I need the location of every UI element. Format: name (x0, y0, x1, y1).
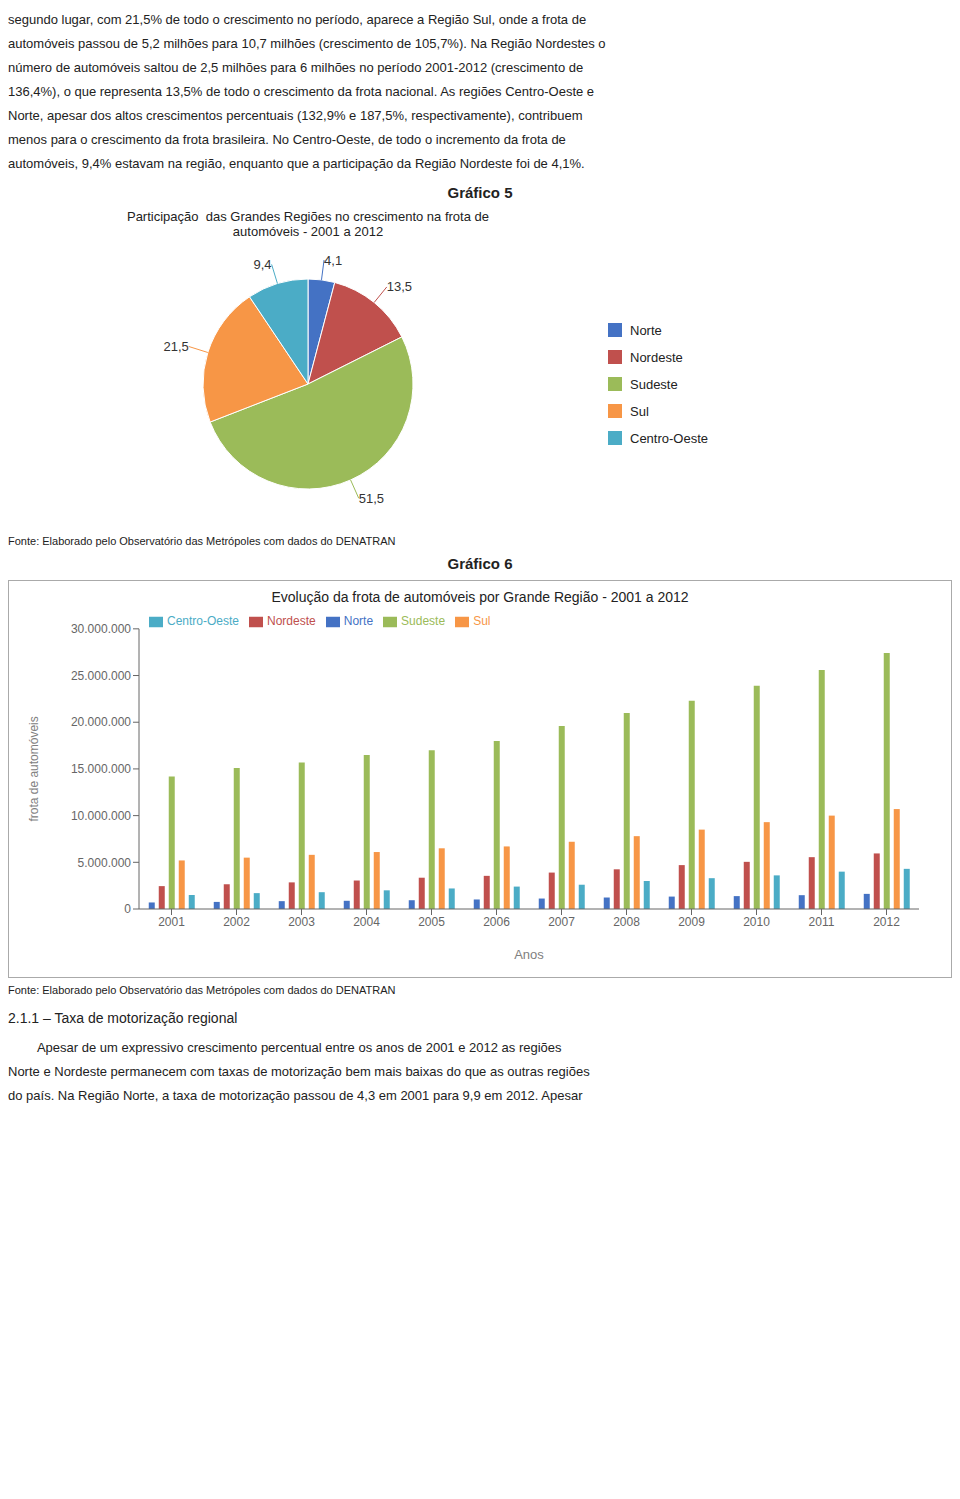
html-text:Gráfico 5: Gráfico 5 (447, 184, 513, 202)
svg-text:frota de automóveis: frota de automóveis (27, 717, 41, 822)
html-text:Participação das Grandes Regiõ: Participação das Grandes Regiões no cres… (127, 209, 489, 240)
svg-text:0: 0 (124, 903, 131, 917)
svg-text:2011: 2011 (809, 915, 835, 929)
html-text:Nordeste: Nordeste (630, 349, 683, 365)
html-text:Sudeste: Sudeste (630, 376, 678, 392)
svg-text:51,5: 51,5 (359, 491, 384, 506)
svg-text:2006: 2006 (483, 915, 510, 929)
svg-text:2010: 2010 (743, 915, 770, 929)
svg-text:25.000.000: 25.000.000 (71, 669, 131, 683)
html-text:Centro-Oeste: Centro-Oeste (167, 614, 239, 629)
svg-text:5.000.000: 5.000.000 (78, 856, 132, 870)
svg-text:20.000.000: 20.000.000 (71, 716, 131, 730)
svg-text:2009: 2009 (678, 915, 705, 929)
html-text:Nordeste: Nordeste (267, 614, 316, 629)
html-text:Sul: Sul (473, 614, 491, 629)
svg-text:2007: 2007 (548, 915, 575, 929)
svg-text:21,5: 21,5 (163, 339, 188, 354)
html-text:Sudeste: Sudeste (401, 614, 446, 629)
svg-text:2003: 2003 (288, 915, 315, 929)
svg-text:4,1: 4,1 (324, 253, 342, 268)
html-text:Apesar de um expressivo cresci: Apesar de um expressivo crescimento perc… (8, 1040, 590, 1104)
html-text:Centro-Oeste: Centro-Oeste (630, 430, 708, 446)
html-text:Norte: Norte (343, 614, 374, 629)
svg-text:30.000.000: 30.000.000 (71, 622, 131, 636)
html-text:Norte: Norte (630, 322, 662, 338)
svg-text:2008: 2008 (613, 915, 640, 929)
svg-text:13,5: 13,5 (387, 280, 412, 295)
html-text:Fonte: Elaborado pelo Observat: Fonte: Elaborado pelo Observatório das M… (8, 984, 396, 997)
svg-text:2001: 2001 (158, 915, 185, 929)
html-text:Fonte: Elaborado pelo Observat: Fonte: Elaborado pelo Observatório das M… (8, 535, 396, 548)
html-text:segundo lugar, com 21,5% de to: segundo lugar, com 21,5% de todo o cresc… (8, 12, 606, 172)
svg-text:15.000.000: 15.000.000 (71, 763, 131, 777)
html-text:Sul: Sul (630, 403, 649, 419)
svg-text:10.000.000: 10.000.000 (71, 809, 131, 823)
svg-text:Anos: Anos (514, 947, 544, 962)
html-text:2.1.1 – Taxa de motorização re: 2.1.1 – Taxa de motorização regional (8, 1010, 238, 1027)
html-text:Evolução da frota de automóvei: Evolução da frota de automóveis por Gran… (271, 589, 689, 606)
svg-text:2012: 2012 (873, 915, 900, 929)
svg-text:2002: 2002 (223, 915, 250, 929)
svg-text:2004: 2004 (353, 915, 380, 929)
svg-text:9,4: 9,4 (254, 257, 272, 272)
svg-text:2005: 2005 (418, 915, 445, 929)
html-text:Gráfico 6: Gráfico 6 (447, 555, 513, 573)
